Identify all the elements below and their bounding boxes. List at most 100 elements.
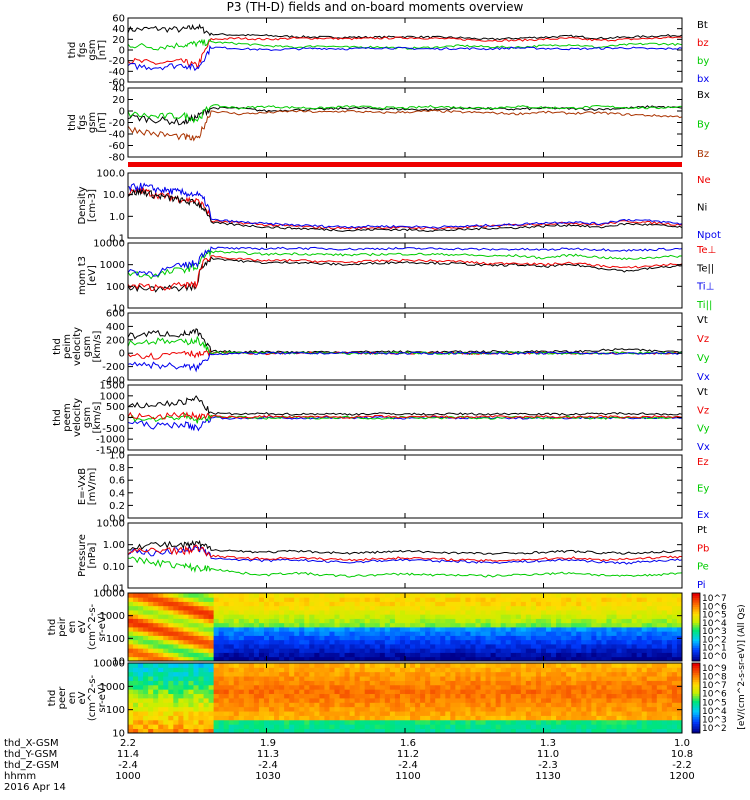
spectrogram-cell — [621, 667, 627, 673]
spectrogram-cell — [143, 719, 149, 725]
spectrogram-cell — [389, 711, 396, 716]
spectrogram-cell — [354, 719, 361, 725]
spectrogram-cell — [581, 648, 587, 653]
spectrogram-cell — [334, 627, 340, 632]
spectrogram-cell — [128, 605, 134, 611]
spectrogram-cell — [520, 671, 527, 677]
spectrogram-cell — [269, 605, 275, 611]
spectrogram-cell — [133, 652, 139, 658]
spectrogram-cell — [520, 698, 527, 703]
spectrogram-cell — [490, 614, 497, 619]
spectrogram-cell — [410, 644, 416, 649]
spectrogram-cell — [656, 663, 663, 668]
spectrogram-cell — [530, 601, 537, 607]
spectrogram-cell — [359, 689, 366, 695]
spectrogram-cell — [566, 610, 572, 615]
spectrogram-cell — [314, 648, 320, 653]
colorbar-cell — [692, 649, 700, 653]
spectrogram-cell — [133, 676, 139, 681]
spectrogram-cell — [203, 663, 209, 668]
panel-6 — [127, 454, 683, 519]
spectrogram-cell — [515, 671, 522, 677]
spectrogram-cell — [546, 648, 552, 653]
spectrogram-cell — [168, 593, 174, 598]
spectrogram-cell — [551, 680, 557, 686]
spectrogram-cell — [188, 605, 194, 611]
spectrogram-cell — [611, 635, 617, 641]
y-tick-label: 60 — [112, 14, 125, 25]
spectrogram-cell — [415, 597, 421, 602]
orbit-hhmm-0: 1000 — [115, 771, 141, 782]
spectrogram-cell — [193, 702, 199, 708]
spectrogram-cell — [666, 597, 673, 602]
spectrogram-cell — [455, 648, 461, 653]
spectrogram-cell — [213, 627, 220, 632]
spectrogram-cell — [470, 652, 476, 658]
spectrogram-cell — [344, 618, 350, 624]
y-tick-label: 10000 — [93, 659, 125, 670]
spectrogram-cell — [324, 663, 330, 668]
spectrogram-cell — [329, 719, 335, 725]
spectrogram-cell — [274, 656, 280, 662]
spectrogram-cell — [460, 728, 466, 734]
spectrogram-cell — [359, 597, 366, 602]
spectrogram-cell — [485, 724, 492, 730]
spectrogram-cell — [581, 610, 587, 615]
spectrogram-cell — [258, 680, 265, 686]
spectrogram-cell — [566, 676, 572, 681]
spectrogram-cell — [158, 605, 164, 611]
y-axis-label: sr-eV) — [97, 612, 108, 641]
spectrogram-cell — [389, 671, 396, 677]
spectrogram-cell — [188, 711, 194, 716]
spectrogram-cell — [405, 706, 411, 712]
spectrogram-cell — [364, 684, 371, 690]
spectrogram-cell — [248, 601, 255, 607]
spectrogram-cell — [274, 724, 280, 730]
spectrogram-cell — [274, 631, 280, 636]
spectrogram-cell — [274, 680, 280, 686]
spectrogram-cell — [410, 680, 416, 686]
spectrogram-cell — [178, 597, 184, 602]
spectrogram-cell — [218, 635, 225, 641]
spectrogram-cell — [576, 702, 582, 708]
panel-frame — [127, 17, 683, 83]
spectrogram-cell — [666, 605, 673, 611]
panel-frame — [127, 454, 683, 519]
spectrogram-cell — [374, 728, 381, 734]
spectrogram-cell — [480, 656, 486, 662]
spectrogram-cell — [344, 671, 350, 677]
spectrogram-cell — [505, 631, 512, 636]
spectrogram-cell — [188, 644, 194, 649]
orbit-hhmm-1: 1030 — [255, 771, 281, 782]
spectrogram-cell — [319, 656, 325, 662]
spectrogram-cell — [168, 702, 174, 708]
orbit-hhmm-4: 1200 — [669, 771, 695, 782]
spectrogram-cell — [440, 614, 446, 619]
spectrogram-cell — [359, 667, 366, 673]
spectrogram-cell — [485, 652, 492, 658]
spectrogram-cell — [253, 706, 260, 712]
spectrogram-cell — [128, 652, 134, 658]
spectrogram-cell — [128, 706, 134, 712]
spectrogram-cell — [556, 639, 562, 645]
spectrogram-cell — [369, 728, 376, 734]
spectrogram-cell — [425, 652, 431, 658]
spectrogram-cell — [148, 610, 154, 615]
spectrogram-cell — [676, 667, 683, 673]
spectrogram-cell — [475, 671, 481, 677]
spectrogram-cell — [334, 593, 340, 598]
spectrogram-cell — [520, 648, 527, 653]
spectrogram-cell — [309, 719, 315, 725]
spectrogram-cell — [425, 728, 431, 734]
colorbar-cell — [692, 728, 700, 732]
spectrogram-cell — [228, 627, 235, 632]
spectrogram-cell — [294, 711, 300, 716]
spectrogram-cell — [470, 601, 476, 607]
spectrogram-cell — [445, 605, 451, 611]
spectrogram-cell — [309, 648, 315, 653]
spectrogram-cell — [198, 648, 204, 653]
spectrogram-cell — [621, 597, 627, 602]
spectrogram-cell — [561, 627, 567, 632]
spectrogram-cell — [289, 605, 295, 611]
spectrogram-cell — [485, 663, 492, 668]
